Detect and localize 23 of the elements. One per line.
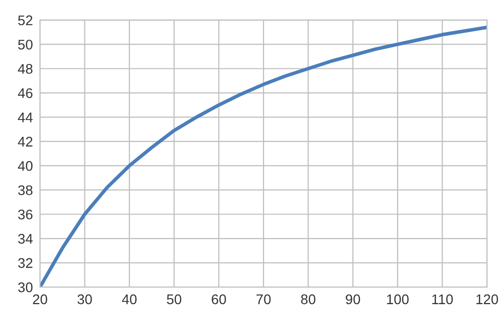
y-tick-label: 50 bbox=[18, 40, 33, 50]
x-tick-label: 80 bbox=[301, 294, 316, 304]
y-tick-label: 30 bbox=[18, 282, 33, 292]
y-tick-label: 46 bbox=[18, 88, 32, 98]
x-tick-label: 60 bbox=[212, 294, 226, 304]
y-tick-label: 32 bbox=[18, 258, 32, 268]
y-tick-label: 44 bbox=[18, 112, 33, 122]
y-tick-label: 40 bbox=[18, 161, 33, 171]
x-tick-label: 50 bbox=[166, 294, 182, 304]
x-tick-label: 40 bbox=[122, 294, 137, 304]
y-tick-label: 48 bbox=[18, 64, 32, 74]
x-tick-label: 90 bbox=[346, 294, 360, 304]
x-tick-label: 70 bbox=[256, 294, 271, 304]
y-tick-label: 42 bbox=[18, 136, 32, 146]
y-tick-label: 34 bbox=[18, 234, 33, 244]
y-tick-label: 38 bbox=[18, 185, 32, 196]
x-tick-label: 20 bbox=[32, 294, 48, 304]
y-tick-label: 52 bbox=[18, 15, 32, 26]
x-tick-label: 120 bbox=[476, 294, 498, 304]
x-tick-label: 100 bbox=[387, 294, 409, 304]
x-tick-label: 110 bbox=[432, 294, 453, 304]
x-tick-label: 30 bbox=[78, 294, 92, 304]
y-tick-label: 36 bbox=[18, 210, 32, 220]
